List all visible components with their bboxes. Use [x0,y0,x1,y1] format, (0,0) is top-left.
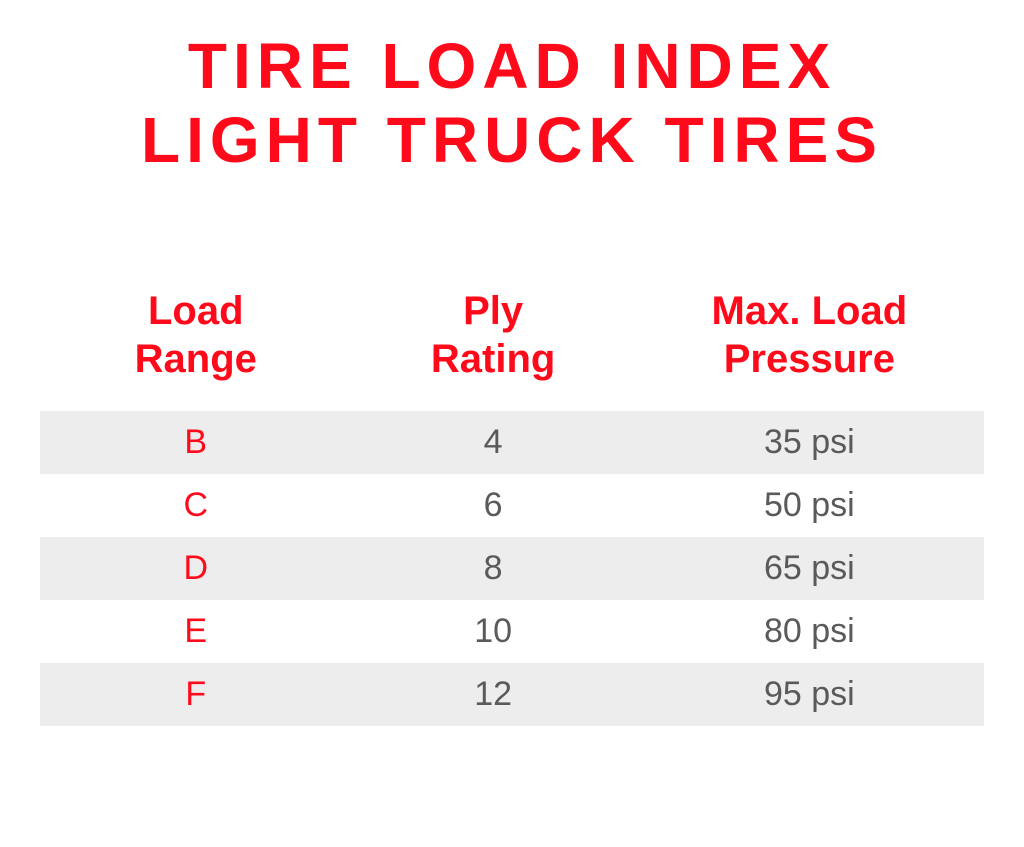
cell-pressure: 95 psi [635,663,984,726]
header-load-range: Load Range [40,287,352,411]
cell-pressure: 80 psi [635,600,984,663]
title-line-2: LIGHT TRUCK TIRES [141,104,883,176]
header-label: Ply [463,289,523,333]
table-row: D 8 65 psi [40,537,984,600]
cell-ply-rating: 4 [352,411,635,474]
table-header-row: Load Range Ply Rating Max. Load Pressure [40,287,984,411]
cell-pressure: 65 psi [635,537,984,600]
title-line-1: TIRE LOAD INDEX [188,30,836,102]
cell-load-range: B [40,411,352,474]
header-label: Load [148,289,244,333]
cell-load-range: D [40,537,352,600]
header-label: Rating [431,337,555,381]
header-label: Max. Load [712,289,908,333]
table-row: C 6 50 psi [40,474,984,537]
header-ply-rating: Ply Rating [352,287,635,411]
load-index-table: Load Range Ply Rating Max. Load Pressure… [40,287,984,726]
header-label: Range [135,337,257,381]
cell-load-range: E [40,600,352,663]
cell-ply-rating: 10 [352,600,635,663]
cell-ply-rating: 8 [352,537,635,600]
page-title: TIRE LOAD INDEX LIGHT TRUCK TIRES [40,30,984,177]
cell-load-range: F [40,663,352,726]
cell-ply-rating: 6 [352,474,635,537]
table-row: B 4 35 psi [40,411,984,474]
cell-pressure: 35 psi [635,411,984,474]
cell-pressure: 50 psi [635,474,984,537]
header-max-load-pressure: Max. Load Pressure [635,287,984,411]
cell-load-range: C [40,474,352,537]
table-row: E 10 80 psi [40,600,984,663]
table-row: F 12 95 psi [40,663,984,726]
header-label: Pressure [724,337,895,381]
cell-ply-rating: 12 [352,663,635,726]
table-body: B 4 35 psi C 6 50 psi D 8 65 psi E 10 80… [40,411,984,726]
